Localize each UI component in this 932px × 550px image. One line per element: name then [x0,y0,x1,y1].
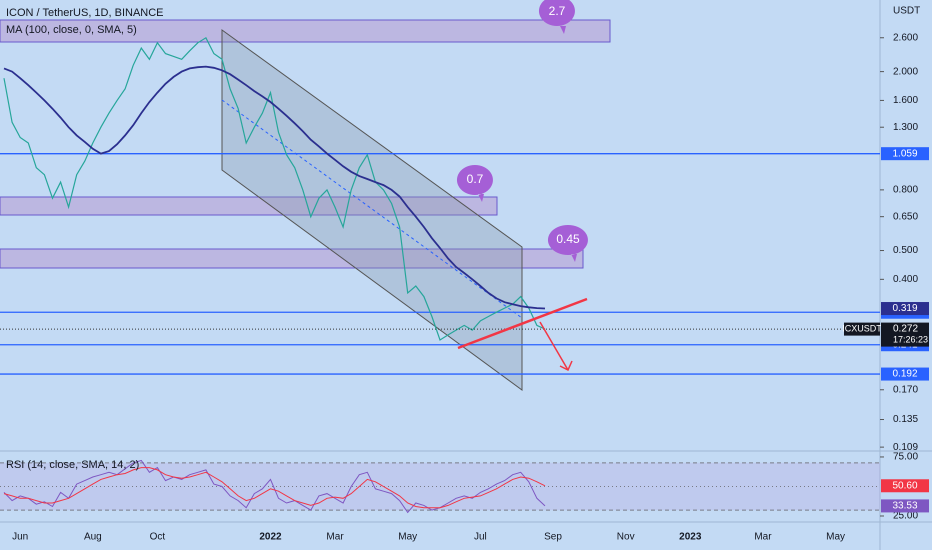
last-price-bg [881,322,929,347]
series-line [3,459,546,514]
x-tick-label: May [826,532,845,543]
arrow-head [559,360,573,372]
x-tick-label: Mar [754,532,772,543]
indicator-label: RSI (14, close, SMA, 14, 2) [6,459,139,471]
series-line [3,36,546,341]
y-tick-label: 2.000 [893,66,918,77]
y-tick-label: 1.600 [893,95,918,106]
trendline [457,297,588,350]
rsi-label-bg [881,479,929,493]
bubble [456,165,493,202]
x-tick-label: Aug [84,532,102,543]
x-tick-label: 2023 [679,532,702,543]
y-tick-label: 2.600 [893,32,918,43]
y-tick-label: 0.109 [893,442,918,453]
ma-label-bg [881,302,929,316]
y-tick-label: 0.135 [893,414,918,425]
x-tick-label: Nov [617,532,635,543]
currency: USDT [893,6,920,17]
series-line [3,65,546,310]
zone [0,19,611,43]
y-tick-label: 0.500 [893,245,918,256]
annotation: 0.45 [556,232,580,246]
annotation: 0.7 [467,172,484,186]
y-tick-label: 1.300 [893,122,918,133]
rsi-label-bg [881,499,929,513]
y-tick-label: 0.650 [893,211,918,222]
y-tick-label: 75.00 [893,452,918,463]
level-label-bg [881,147,929,161]
bubble [547,225,588,262]
arrow [539,321,569,371]
indicator-label: MA (100, close, 0, SMA, 5) [6,24,137,36]
channel-midline [221,99,523,319]
annotation: 2.7 [549,4,566,18]
x-tick-label: Jun [12,532,28,543]
y-tick-label: 0.800 [893,185,918,196]
chart-title: ICON / TetherUS, 1D, BINANCE [6,7,164,19]
countdown: 17:26:23 [893,334,928,344]
level-label-bg [881,367,929,381]
symbol: ICXUSDT [842,323,882,333]
zone [0,196,498,216]
x-tick-label: May [398,532,417,543]
rsi-label: 50.60 [892,480,917,491]
x-tick-label: Jul [474,532,487,543]
y-tick-label: 25.00 [893,511,918,522]
symbol-bg [844,322,880,336]
level-label: 1.059 [892,148,917,159]
ma-label: 0.319 [892,303,917,314]
level-label: 0.192 [892,369,917,380]
y-tick-label: 0.170 [893,384,918,395]
x-tick-label: Sep [544,532,562,543]
x-tick-label: Oct [150,532,166,543]
bubble [538,0,575,34]
marks [0,36,880,514]
x-tick-label: Mar [326,532,344,543]
last-price: 0.272 [893,324,918,335]
series-line [3,467,546,509]
rsi-label: 33.53 [892,501,917,512]
y-tick-label: 0.400 [893,274,918,285]
x-tick-label: 2022 [259,532,282,543]
zone [0,248,584,269]
channel [221,29,523,391]
